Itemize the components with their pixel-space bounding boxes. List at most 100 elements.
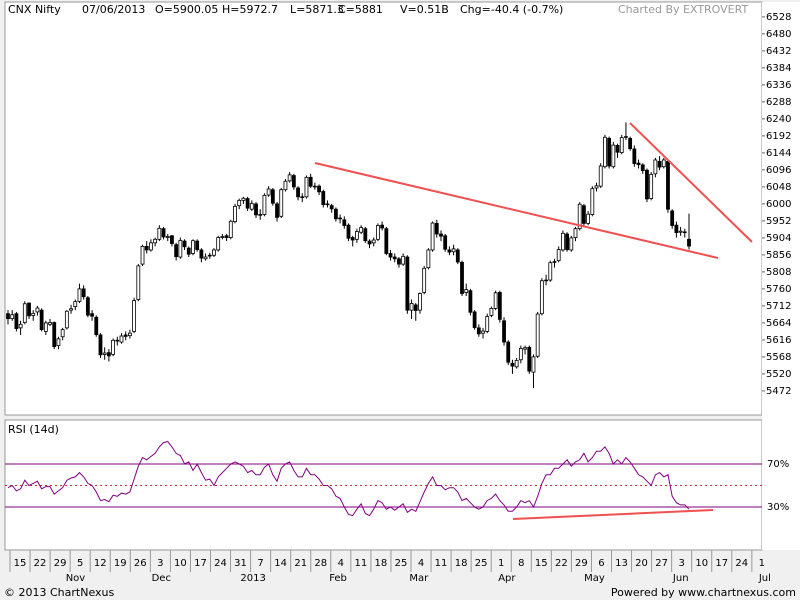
- candle-body: [611, 144, 616, 168]
- candle-body: [603, 136, 607, 168]
- candle-body: [174, 244, 179, 258]
- close: C=5881: [338, 3, 383, 16]
- x-tick-label: 1: [498, 558, 504, 569]
- candle-body: [418, 293, 422, 311]
- candle-body: [573, 228, 578, 238]
- candle-body: [321, 191, 326, 206]
- candle-body: [60, 329, 65, 338]
- candle-body: [144, 245, 149, 251]
- candle-body: [35, 307, 40, 313]
- candle-body: [598, 165, 603, 187]
- x-tick-label: 14: [274, 558, 287, 569]
- candle-body: [556, 249, 561, 261]
- candle-body: [308, 176, 313, 187]
- candle-body: [119, 335, 124, 343]
- x-tick-label: 31: [234, 558, 247, 569]
- candle-body: [178, 239, 183, 258]
- candle-body: [363, 228, 368, 242]
- x-tick-label: 10: [695, 558, 708, 569]
- x-tick-label: 1: [759, 558, 765, 569]
- candle-body: [228, 220, 233, 238]
- candle-body: [165, 236, 170, 238]
- y-tick-label: 5520: [766, 369, 791, 380]
- candle-body: [123, 334, 128, 337]
- candle-body: [27, 302, 31, 317]
- candle-body: [64, 310, 69, 329]
- price-panel: [4, 1, 763, 416]
- candle-body: [401, 255, 406, 265]
- y-tick-label: 6288: [766, 97, 791, 108]
- candle-body: [128, 332, 132, 337]
- candle-body: [18, 323, 23, 329]
- x-tick-label: 19: [114, 558, 127, 569]
- candle-body: [422, 267, 427, 293]
- month-label: Apr: [498, 573, 516, 584]
- x-tick-label: 3: [157, 558, 163, 569]
- candle-body: [565, 233, 569, 250]
- candle-body: [77, 288, 82, 302]
- candle-body: [350, 237, 355, 241]
- candle-body: [678, 230, 683, 233]
- candle-body: [233, 205, 237, 223]
- candle-body: [430, 222, 435, 251]
- x-tick-label: 21: [294, 558, 307, 569]
- candle-body: [510, 362, 515, 367]
- candle-body: [548, 262, 553, 281]
- candle-body: [489, 307, 494, 316]
- y-tick-label: 6432: [766, 46, 791, 57]
- open: O=5900.05: [155, 3, 218, 16]
- y-tick-label: 5616: [766, 335, 791, 346]
- candle-body: [447, 249, 452, 253]
- candle-body: [392, 256, 397, 260]
- candle-body: [132, 300, 137, 332]
- y-tick-label: 70%: [767, 459, 789, 470]
- high: H=5972.7: [222, 3, 278, 16]
- candle-body: [85, 297, 90, 316]
- y-tick-label: 6096: [766, 165, 791, 176]
- candle-body: [220, 236, 225, 238]
- candle-body: [657, 160, 662, 168]
- y-tick-label: 6144: [766, 148, 791, 159]
- x-tick-label: 28: [314, 558, 327, 569]
- candle-body: [73, 301, 78, 308]
- y-tick-label: 5472: [766, 386, 791, 397]
- x-tick-label: 7: [257, 558, 263, 569]
- y-tick-label: 5856: [766, 250, 791, 261]
- candle-body: [270, 189, 275, 204]
- candle-body: [279, 189, 284, 217]
- candle-body: [451, 248, 456, 253]
- candle-body: [81, 288, 86, 298]
- candle-body: [241, 197, 246, 201]
- x-tick-label: 29: [575, 558, 588, 569]
- candle-body: [687, 238, 691, 247]
- candle-body: [552, 261, 557, 263]
- candle-body: [249, 203, 254, 210]
- candle-body: [186, 247, 191, 255]
- y-tick-label: 6480: [766, 29, 791, 40]
- candle-body: [195, 240, 200, 250]
- candle-body: [157, 227, 162, 240]
- candle-body: [237, 199, 242, 207]
- y-tick-label: 5808: [766, 267, 791, 278]
- candle-body: [615, 145, 620, 153]
- candle-body: [481, 330, 485, 334]
- candle-body: [523, 347, 527, 350]
- candle-body: [582, 205, 586, 224]
- x-tick-label: 13: [615, 558, 628, 569]
- trend-line: [512, 509, 714, 520]
- month-label: 2013: [240, 573, 265, 584]
- candle-body: [224, 235, 229, 238]
- x-tick-label: 26: [134, 558, 147, 569]
- change: Chg=-40.4 (-0.7%): [460, 3, 563, 16]
- candle-body: [111, 339, 115, 355]
- x-tick-label: 17: [194, 558, 207, 569]
- candle-body: [304, 176, 309, 198]
- rsi-layer: 30% 70%: [5, 440, 789, 517]
- x-tick-label: 12: [94, 558, 107, 569]
- month-label: Mar: [409, 573, 429, 584]
- y-tick-label: 6240: [766, 114, 791, 125]
- candle-body: [153, 238, 158, 244]
- candle-body: [287, 174, 292, 182]
- candle-body: [31, 312, 36, 316]
- candle-body: [170, 235, 174, 244]
